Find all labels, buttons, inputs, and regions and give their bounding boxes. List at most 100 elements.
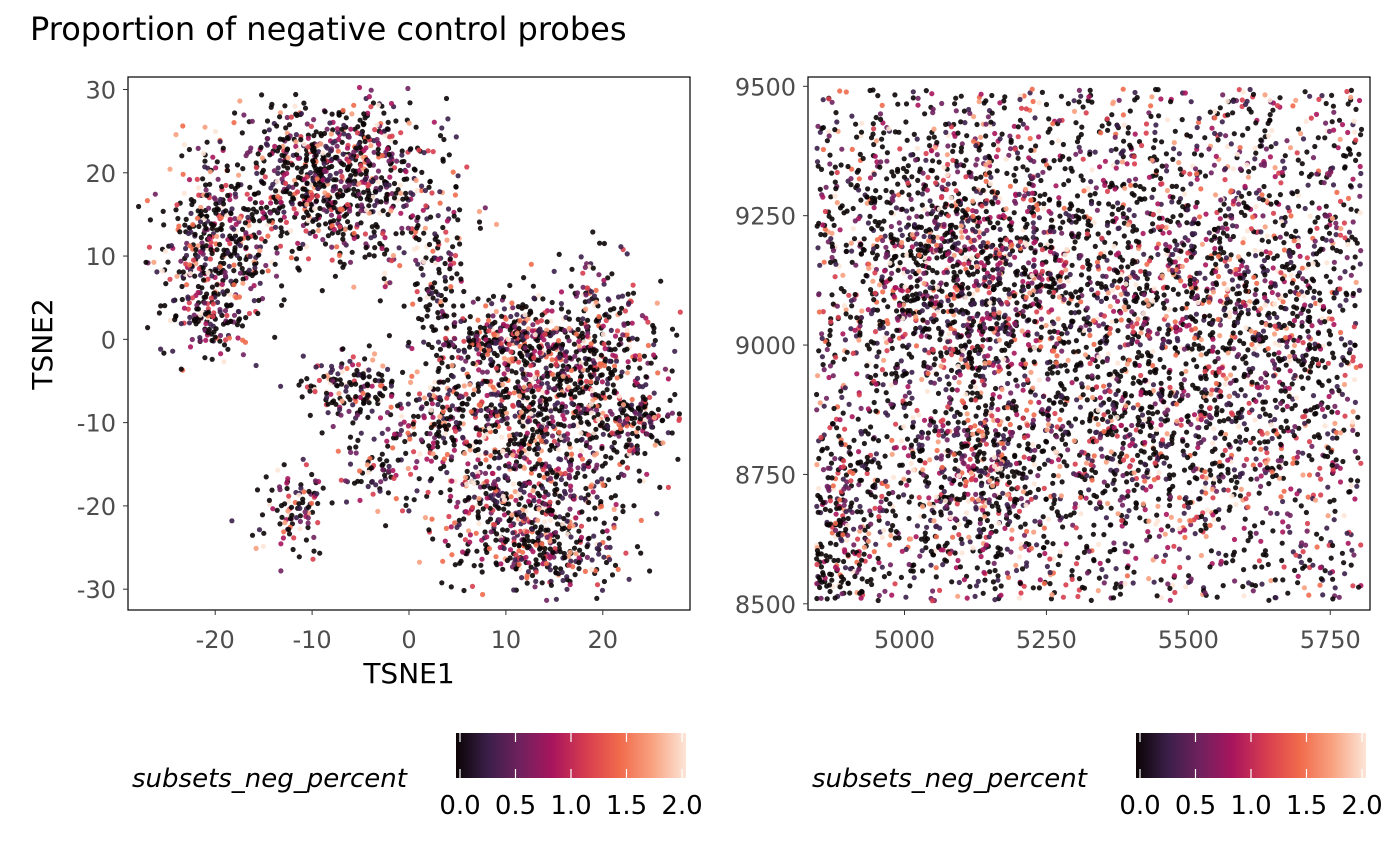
- data-point: [272, 143, 278, 149]
- data-point: [547, 447, 553, 453]
- data-point: [181, 142, 187, 148]
- data-point: [209, 250, 215, 257]
- data-point: [566, 338, 572, 344]
- data-point: [372, 127, 378, 133]
- data-point: [368, 87, 374, 93]
- data-point: [299, 394, 305, 400]
- data-point: [501, 512, 508, 518]
- data-point: [1002, 426, 1008, 432]
- data-point: [669, 430, 675, 436]
- data-point: [510, 481, 517, 487]
- data-point: [347, 208, 353, 214]
- data-point: [294, 112, 300, 118]
- data-point: [478, 562, 484, 568]
- data-point: [599, 379, 606, 385]
- data-point: [535, 517, 541, 523]
- data-point: [358, 163, 364, 169]
- data-point: [366, 252, 372, 258]
- data-point: [498, 561, 504, 567]
- data-point: [553, 362, 559, 368]
- data-point: [566, 524, 573, 530]
- data-point: [536, 472, 543, 479]
- x-tick-label: -20: [196, 626, 235, 654]
- data-point: [338, 412, 344, 418]
- data-point: [328, 391, 334, 397]
- data-point: [651, 390, 657, 396]
- data-point: [568, 467, 574, 473]
- data-point: [558, 306, 565, 312]
- data-point: [260, 209, 266, 215]
- data-point: [224, 312, 230, 319]
- data-point: [500, 566, 506, 572]
- data-point: [388, 383, 394, 389]
- data-point: [591, 293, 598, 299]
- data-point: [413, 465, 419, 471]
- data-point: [298, 485, 304, 491]
- tsne-x-ticks: -20 -10 0 10 20: [196, 610, 618, 654]
- data-point: [273, 245, 279, 251]
- data-point: [549, 308, 555, 314]
- data-point: [425, 341, 432, 348]
- data-point: [1253, 530, 1259, 536]
- data-point: [1342, 571, 1348, 577]
- data-point: [414, 289, 420, 295]
- data-point: [398, 190, 404, 196]
- data-point: [1241, 547, 1247, 553]
- data-point: [564, 365, 570, 372]
- data-point: [953, 108, 959, 114]
- data-point: [192, 231, 198, 237]
- data-point: [877, 194, 883, 201]
- data-point: [547, 475, 554, 481]
- data-point: [481, 434, 487, 440]
- data-point: [281, 214, 287, 220]
- data-point: [417, 296, 423, 302]
- data-point: [1056, 195, 1062, 201]
- data-point: [375, 102, 381, 108]
- data-point: [493, 365, 499, 371]
- data-point: [189, 201, 195, 208]
- data-point: [301, 100, 307, 106]
- data-point: [218, 196, 224, 202]
- data-point: [512, 413, 518, 419]
- data-point: [418, 187, 425, 194]
- data-point: [257, 280, 263, 286]
- data-point: [372, 188, 378, 195]
- data-point: [543, 439, 549, 445]
- data-point: [384, 458, 390, 464]
- data-point: [1333, 457, 1339, 463]
- data-point: [391, 180, 398, 187]
- y-tick-label: 20: [85, 160, 116, 188]
- data-point: [443, 525, 449, 532]
- data-point: [644, 471, 650, 477]
- data-point: [497, 517, 503, 523]
- data-point: [400, 369, 406, 375]
- data-point: [603, 453, 609, 460]
- data-point: [576, 343, 582, 349]
- data-point: [501, 545, 507, 552]
- data-point: [215, 176, 221, 182]
- data-point: [272, 224, 279, 230]
- data-point: [1268, 510, 1274, 516]
- data-point: [429, 285, 436, 291]
- data-point: [444, 218, 450, 224]
- data-point: [611, 306, 617, 312]
- data-point: [323, 221, 329, 227]
- data-point: [451, 209, 457, 215]
- data-point: [211, 222, 217, 228]
- data-point: [143, 259, 149, 265]
- data-point: [293, 211, 299, 217]
- data-point: [585, 492, 591, 498]
- data-point: [459, 413, 465, 419]
- data-point: [604, 387, 610, 393]
- data-point: [644, 431, 650, 437]
- data-point: [154, 269, 160, 275]
- data-point: [207, 256, 213, 262]
- data-point: [543, 402, 550, 408]
- data-point: [966, 339, 972, 345]
- data-point: [630, 290, 637, 296]
- data-point: [469, 330, 475, 336]
- data-point: [331, 218, 337, 224]
- data-point: [556, 392, 562, 398]
- data-point: [321, 373, 327, 380]
- data-point: [647, 568, 653, 574]
